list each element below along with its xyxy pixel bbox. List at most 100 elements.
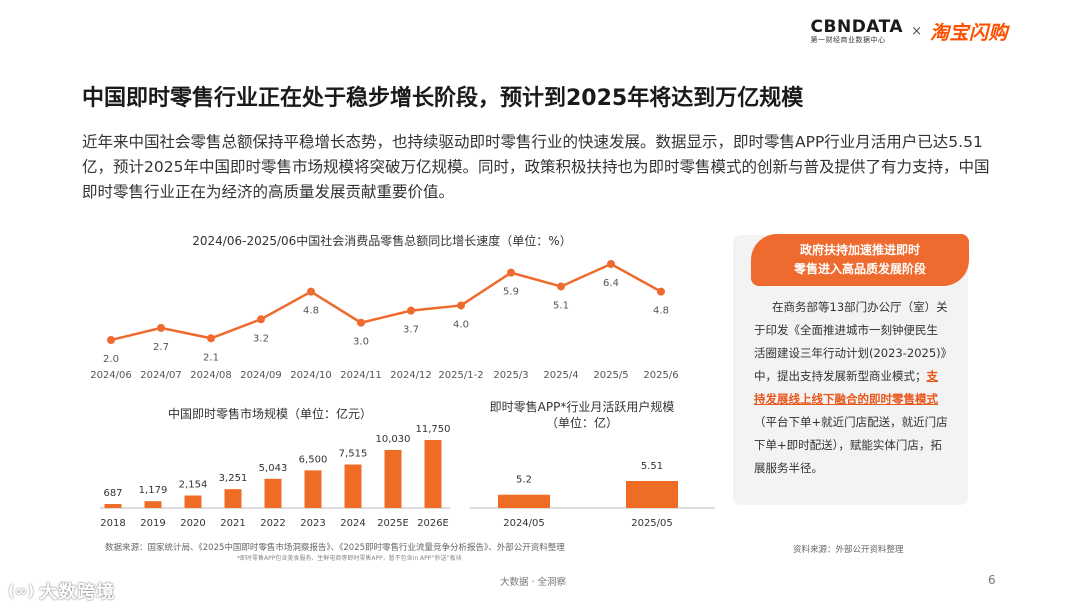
market-size-data-label: 7,515 [339, 449, 368, 460]
line-x-tick-label: 2025/6 [643, 370, 678, 381]
growth-data-label: 3.7 [403, 325, 419, 336]
market-size-bar-chart: 687 2018 1,179 2019 2,154 2020 3,251 2021 5,043 2… [100, 424, 451, 529]
market-size-bar [104, 504, 122, 508]
growth-line [110, 262, 662, 342]
taobao-shangou-logo: 淘宝闪购 [929, 22, 1008, 44]
line-x-tick-label: 2024/09 [240, 370, 282, 381]
policy-heading-line-2: 零售进入高品质发展阶段 [793, 262, 926, 276]
brand-icon: (∞) [8, 582, 35, 600]
policy-body-tail: （平台下单+就近门店配送，就近门店下单+即时配送），赋能实体门店，拓展服务半径。 [754, 415, 948, 475]
market-size-data-label: 687 [103, 488, 122, 499]
policy-heading-line-1: 政府扶持加速推进即时 [799, 243, 920, 257]
growth-point [457, 301, 465, 310]
growth-data-label: 5.9 [503, 287, 519, 298]
mau-data-label: 5.51 [641, 461, 663, 472]
growth-data-label: 3.2 [253, 333, 269, 344]
growth-data-label: 2.0 [103, 354, 119, 365]
growth-point [207, 334, 215, 343]
market-size-bar [144, 501, 162, 508]
market-size-x-tick-label: 2018 [100, 518, 125, 529]
market-size-x-tick-label: 2020 [180, 518, 205, 529]
logo-separator: × [911, 24, 922, 39]
mau-chart-title: 即时零售APP*行业月活跃用户规模 [490, 399, 675, 414]
line-chart: 2.0 2024/06 2.7 2024/07 2.1 2024/08 3.2 2024/09… [90, 260, 679, 381]
market-size-data-label: 10,030 [376, 434, 411, 445]
line-x-tick-label: 2025/1-2 [438, 370, 483, 381]
growth-point [257, 315, 265, 324]
header-logo: CBNDATA 第一财经商业数据中心 × 淘宝闪购 [811, 18, 1008, 45]
intro-paragraph: 近年来中国社会零售总额保持平稳增长态势，也持续驱动即时零售行业的快速发展。数据显… [82, 133, 990, 201]
line-x-tick-label: 2024/08 [190, 370, 232, 381]
mau-bar-chart: 5.2 2024/05 5.51 2025/05 [470, 461, 715, 529]
growth-point [107, 336, 115, 344]
page-title: 中国即时零售行业正在处于稳步增长阶段，预计到2025年将达到万亿规模 [82, 86, 804, 111]
data-source-right: 资料来源：外部公开资料整理 [793, 545, 904, 555]
data-source-left: 数据来源：国家统计局、《2025中国即时零售市场洞察报告》、《2025即时零售行… [105, 543, 565, 553]
page-number: 6 [988, 573, 996, 587]
market-size-x-tick-label: 2026E [417, 518, 449, 529]
market-size-x-tick-label: 2024 [340, 518, 365, 529]
market-size-x-tick-label: 2021 [220, 518, 245, 529]
footnote: *即时零售APP包含美食服务、生鲜电商等即时零售APP，暂不包含in APP“秒… [237, 555, 462, 562]
market-size-data-label: 5,043 [259, 463, 288, 474]
policy-card-body: 在商务部等13部门办公厅（室）关于印发《全面推进城市一刻钟便民生活圈建设三年行动… [754, 296, 949, 480]
market-size-bar [264, 478, 282, 508]
market-size-data-label: 3,251 [219, 473, 248, 484]
growth-data-label: 4.8 [653, 306, 669, 317]
policy-card-heading: 政府扶持加速推进即时 零售进入高品质发展阶段 [751, 234, 969, 286]
market-size-bar [184, 495, 202, 508]
market-size-chart-title: 中国即时零售市场规模（单位：亿元） [168, 406, 372, 421]
market-size-x-tick-label: 2025E [377, 518, 409, 529]
growth-point [557, 282, 565, 291]
market-size-data-label: 6,500 [299, 454, 328, 465]
growth-data-label: 4.8 [303, 306, 319, 317]
mau-x-tick-label: 2024/05 [503, 518, 545, 529]
growth-point [507, 268, 515, 277]
market-size-x-tick-label: 2019 [140, 518, 165, 529]
growth-point [607, 260, 615, 268]
market-size-data-label: 1,179 [139, 485, 168, 496]
market-size-data-label: 11,750 [416, 424, 451, 435]
growth-data-label: 2.1 [203, 352, 219, 363]
mau-bar [626, 481, 678, 508]
line-x-tick-label: 2025/5 [593, 370, 628, 381]
line-x-tick-label: 2024/11 [340, 370, 382, 381]
footer-slogan: 大数据 · 全洞察 [500, 577, 567, 588]
growth-data-label: 2.7 [153, 342, 169, 353]
growth-data-label: 4.0 [453, 319, 469, 330]
growth-point [407, 306, 415, 315]
line-x-tick-label: 2024/07 [140, 370, 182, 381]
policy-highlight: 支持发展线上线下融合的即时零售模式 [754, 369, 938, 406]
market-size-x-tick-label: 2023 [300, 518, 325, 529]
brand-name: 大数跨境 [39, 582, 116, 603]
growth-data-label: 6.4 [603, 278, 619, 289]
growth-point [157, 323, 165, 332]
market-size-data-label: 2,154 [179, 480, 208, 491]
mau-bar [498, 494, 550, 508]
market-size-bar [424, 440, 442, 508]
line-x-tick-label: 2024/12 [390, 370, 432, 381]
growth-point [357, 318, 365, 327]
cbndata-logo-subtitle: 第一财经商业数据中心 [810, 36, 886, 44]
market-size-x-tick-label: 2022 [260, 518, 285, 529]
line-x-tick-label: 2024/06 [90, 370, 132, 381]
growth-point [307, 287, 315, 296]
policy-body-text: 在商务部等13部门办公厅（室）关于印发《全面推进城市一刻钟便民生活圈建设三年行动… [754, 300, 948, 383]
market-size-bar [304, 470, 322, 508]
growth-data-label: 3.0 [353, 337, 369, 348]
market-size-bar [224, 489, 242, 508]
line-x-tick-label: 2024/10 [290, 370, 332, 381]
cbndata-logo: CBNDATA 第一财经商业数据中心 [811, 18, 904, 45]
mau-data-label: 5.2 [516, 475, 532, 486]
growth-data-label: 5.1 [553, 300, 569, 311]
cbndata-logo-text: CBNDATA [810, 17, 904, 37]
mau-x-tick-label: 2025/05 [631, 518, 673, 529]
line-x-tick-label: 2025/4 [543, 370, 578, 381]
watermark-brand: (∞) 大数跨境 [8, 578, 115, 604]
market-size-bar [384, 449, 402, 508]
line-x-tick-label: 2025/3 [493, 370, 528, 381]
mau-chart-unit: （单位：亿） [546, 415, 618, 430]
market-size-bar [344, 464, 362, 508]
line-chart-title: 2024/06-2025/06中国社会消费品零售总额同比增长速度（单位：%） [192, 233, 571, 248]
